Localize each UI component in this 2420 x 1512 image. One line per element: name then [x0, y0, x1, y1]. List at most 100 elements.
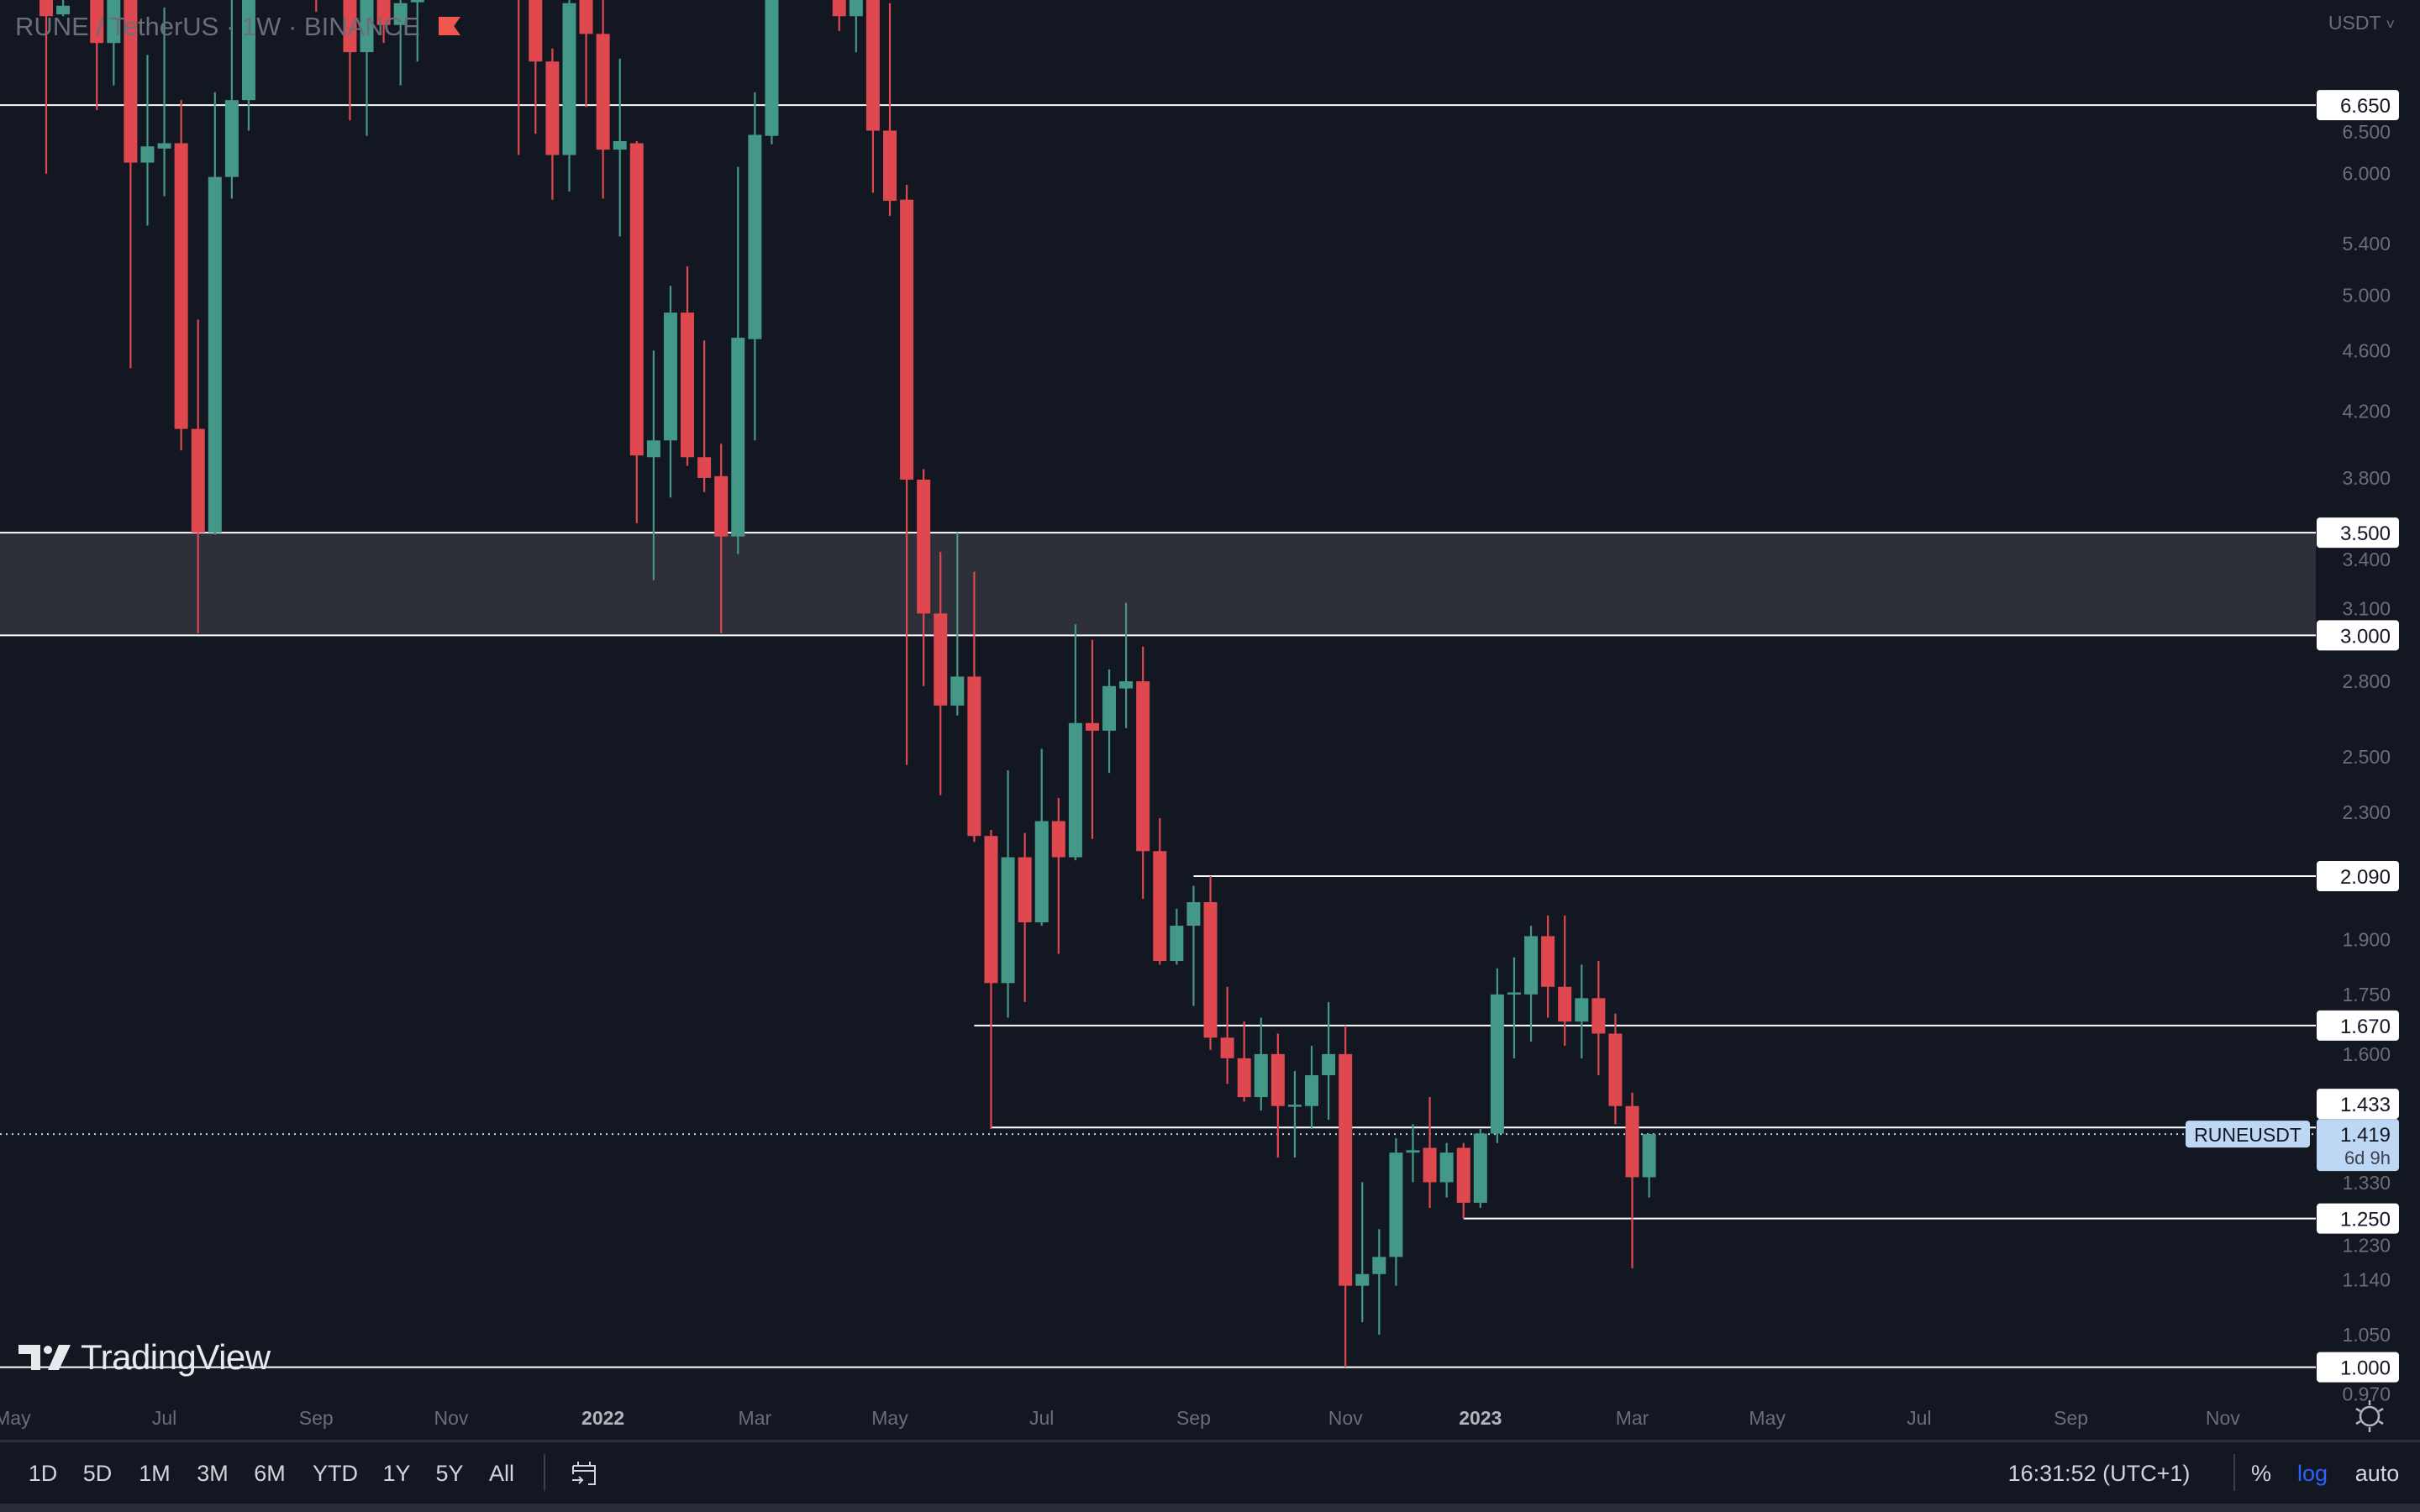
candle: [393, 0, 408, 86]
price-axis-tick: 6.500: [2342, 121, 2391, 143]
candle-body: [140, 146, 155, 163]
clock-timezone[interactable]: 16:31:52 (UTC+1): [2007, 1461, 2191, 1486]
gear-icon[interactable]: [2355, 1400, 2384, 1432]
price-axis[interactable]: 6.500 6.000 5.400 5.000 4.600 4.200 3.800 3.400…: [2186, 90, 2399, 1405]
currency-selector[interactable]: USDT ˅: [2328, 12, 2395, 34]
candle-body: [376, 0, 391, 25]
log-scale-toggle[interactable]: log: [2296, 1461, 2328, 1486]
candle-body: [1051, 821, 1065, 858]
range-5y-button[interactable]: 5Y: [435, 1461, 464, 1486]
candle-body: [224, 100, 239, 177]
candle-body: [1406, 1150, 1420, 1153]
candle: [1625, 1092, 1639, 1268]
candle-body: [545, 61, 560, 155]
price-axis-tick: 4.200: [2342, 401, 2391, 423]
price-axis-tick: 2.500: [2342, 746, 2391, 768]
candle: [1608, 1013, 1623, 1125]
logo-text: TradingView: [81, 1337, 271, 1377]
candle-body: [1136, 681, 1150, 852]
candle: [1119, 602, 1134, 728]
price-axis-tick: 6.000: [2342, 163, 2391, 185]
candle-body: [393, 3, 408, 25]
flag-icon[interactable]: [439, 17, 460, 35]
time-axis-tick: Mar: [1616, 1407, 1649, 1429]
range-all-button[interactable]: All: [488, 1461, 515, 1486]
time-axis-tick: 2022: [581, 1407, 624, 1429]
candle-body: [1439, 1152, 1454, 1183]
range-1y-button[interactable]: 1Y: [382, 1461, 411, 1486]
price-axis-tick: 2.800: [2342, 670, 2391, 692]
auto-scale-toggle[interactable]: auto: [2354, 1461, 2400, 1486]
level-price-box: [2317, 861, 2399, 892]
chevron-down-icon: ˅: [2386, 16, 2395, 33]
candle: [697, 340, 712, 492]
range-1d-button[interactable]: 1D: [28, 1461, 58, 1486]
candle-body: [1102, 685, 1117, 731]
time-axis[interactable]: May Jul Sep Nov 2022 Mar May Jul Sep Nov 2023 Mar Ma…: [0, 1407, 2240, 1429]
candle-body: [1558, 986, 1572, 1022]
candle: [1339, 1025, 1353, 1368]
candle-body: [1423, 1147, 1437, 1183]
time-axis-tick: 2023: [1459, 1407, 1502, 1429]
candle-body: [1473, 1133, 1487, 1203]
candle-body: [124, 0, 138, 163]
candle: [579, 0, 593, 108]
range-3m-button[interactable]: 3M: [197, 1461, 229, 1486]
candle-body: [174, 143, 188, 429]
symbol-title[interactable]: RUNE / TetherUS · 1W · BINANCE: [15, 12, 420, 41]
candle-body: [562, 3, 576, 155]
candle: [1372, 1229, 1386, 1335]
candle: [1305, 1046, 1318, 1129]
candle-body: [1119, 681, 1134, 689]
candle: [1001, 769, 1015, 1018]
level-price-label: 3.500: [2340, 522, 2391, 545]
price-axis-tick: 1.050: [2342, 1324, 2391, 1346]
candle: [1153, 818, 1167, 965]
range-ytd-button[interactable]: YTD: [313, 1461, 358, 1486]
candle-body: [1541, 936, 1555, 987]
level-price-box: [2317, 1352, 2399, 1383]
candle: [529, 0, 543, 134]
level-price-label: 1.000: [2340, 1357, 2391, 1380]
time-axis-tick: May: [0, 1407, 31, 1429]
candle: [1254, 1017, 1268, 1111]
symbol-price-tag: [2186, 1121, 2310, 1148]
range-5d-button[interactable]: 5D: [82, 1461, 113, 1486]
candle: [883, 3, 897, 217]
candle-body: [39, 0, 53, 17]
candle: [1507, 957, 1521, 1058]
candle: [1490, 968, 1504, 1143]
level-price-box: [2317, 90, 2399, 121]
price-axis-tick: 5.000: [2342, 284, 2391, 306]
candle: [1389, 1138, 1403, 1286]
range-6m-button[interactable]: 6M: [254, 1461, 286, 1486]
candle-body: [1625, 1105, 1639, 1178]
candle: [900, 185, 914, 765]
candle-body: [1254, 1053, 1268, 1098]
price-axis-tick: 2.300: [2342, 801, 2391, 823]
candle: [1237, 1021, 1251, 1102]
candle-body: [208, 176, 222, 533]
percent-scale-toggle[interactable]: %: [2250, 1461, 2272, 1486]
candle: [1473, 1128, 1487, 1209]
candle: [950, 533, 965, 716]
candle-body: [900, 199, 914, 480]
calendar-goto-icon[interactable]: [570, 1457, 600, 1488]
range-1m-button[interactable]: 1M: [139, 1461, 171, 1486]
candle: [1439, 1142, 1454, 1198]
candle-body: [1322, 1053, 1336, 1076]
candle: [865, 0, 880, 193]
candle-body: [360, 0, 374, 53]
candle: [917, 469, 931, 686]
candle-body: [1524, 936, 1539, 995]
price-chart[interactable]: 6.500 6.000 5.400 5.000 4.600 4.200 3.800 3.400…: [0, 0, 2420, 1440]
candle-body: [1608, 1033, 1623, 1106]
candle-body: [1220, 1037, 1234, 1058]
candle-body: [241, 0, 255, 101]
candle-body: [1507, 992, 1521, 995]
candle: [1186, 885, 1201, 1006]
time-axis-tick: Nov: [434, 1407, 468, 1429]
toolbar-divider: [544, 1454, 545, 1491]
candle-body: [1355, 1273, 1370, 1286]
bottom-toolbar: 1D 5D 1M 3M 6M YTD 1Y 5Y All 16:31:52 (U…: [0, 1440, 2420, 1506]
